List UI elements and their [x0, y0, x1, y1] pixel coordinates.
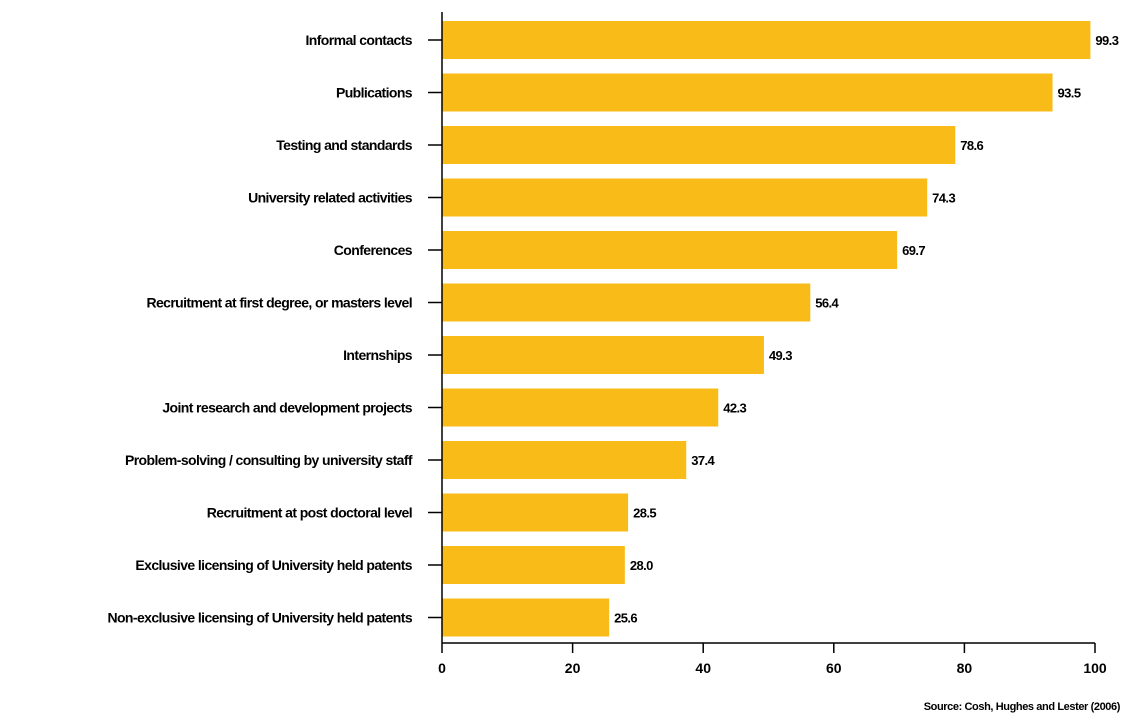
category-label: Recruitment at first degree, or masters …	[146, 295, 412, 311]
value-label: 49.3	[769, 348, 792, 363]
category-label: Testing and standards	[276, 137, 413, 153]
bar-1	[442, 73, 1053, 112]
category-label: University related activities	[248, 190, 413, 206]
value-label: 99.3	[1095, 33, 1118, 48]
category-label: Informal contacts	[306, 32, 413, 48]
value-labels-group: 99.3 93.5 78.6 74.3 69.7 56.4 49.3 42.3 37.4 28.5…	[614, 33, 1119, 626]
x-tick-label: 0	[438, 660, 446, 676]
category-label: Conferences	[334, 242, 413, 258]
value-label: 42.3	[723, 401, 746, 416]
bar-11	[442, 598, 610, 637]
x-tick-label: 80	[957, 660, 973, 676]
x-tick-label: 60	[826, 660, 842, 676]
bar-4	[442, 231, 898, 269]
x-tick-label: 100	[1083, 660, 1107, 676]
category-label: Exclusive licensing of University held p…	[135, 557, 412, 573]
value-label: 74.3	[932, 191, 955, 206]
bar-3	[442, 178, 928, 217]
value-label: 69.7	[902, 243, 925, 258]
bar-2	[442, 126, 956, 164]
bar-8	[442, 441, 687, 479]
bar-0	[442, 21, 1091, 59]
category-label: Joint research and development projects	[162, 400, 412, 416]
category-label: Non-exclusive licensing of University he…	[107, 610, 412, 626]
x-tick-label: 20	[565, 660, 581, 676]
bars-group	[442, 21, 1091, 637]
category-labels-group: Informal contacts Publications Testing and…	[107, 32, 413, 626]
category-label: Problem-solving / consulting by universi…	[125, 452, 413, 468]
bar-10	[442, 546, 625, 584]
value-label: 28.5	[633, 506, 656, 521]
value-label: 93.5	[1058, 86, 1081, 101]
category-label: Internships	[343, 347, 413, 363]
category-label: Publications	[336, 85, 413, 101]
bar-7	[442, 388, 719, 427]
value-label: 28.0	[630, 558, 653, 573]
bar-5	[442, 283, 811, 322]
source-note: Source: Cosh, Hughes and Lester (2006)	[923, 701, 1121, 713]
category-label: Recruitment at post doctoral level	[207, 505, 412, 521]
bar-9	[442, 493, 629, 532]
value-label: 37.4	[691, 453, 715, 468]
x-tick-label: 40	[695, 660, 711, 676]
value-label: 56.4	[815, 296, 839, 311]
bar-6	[442, 336, 764, 374]
value-label: 25.6	[614, 611, 637, 626]
axes-group: 0 20 40 60 80 100	[428, 12, 1107, 676]
value-label: 78.6	[960, 138, 983, 153]
